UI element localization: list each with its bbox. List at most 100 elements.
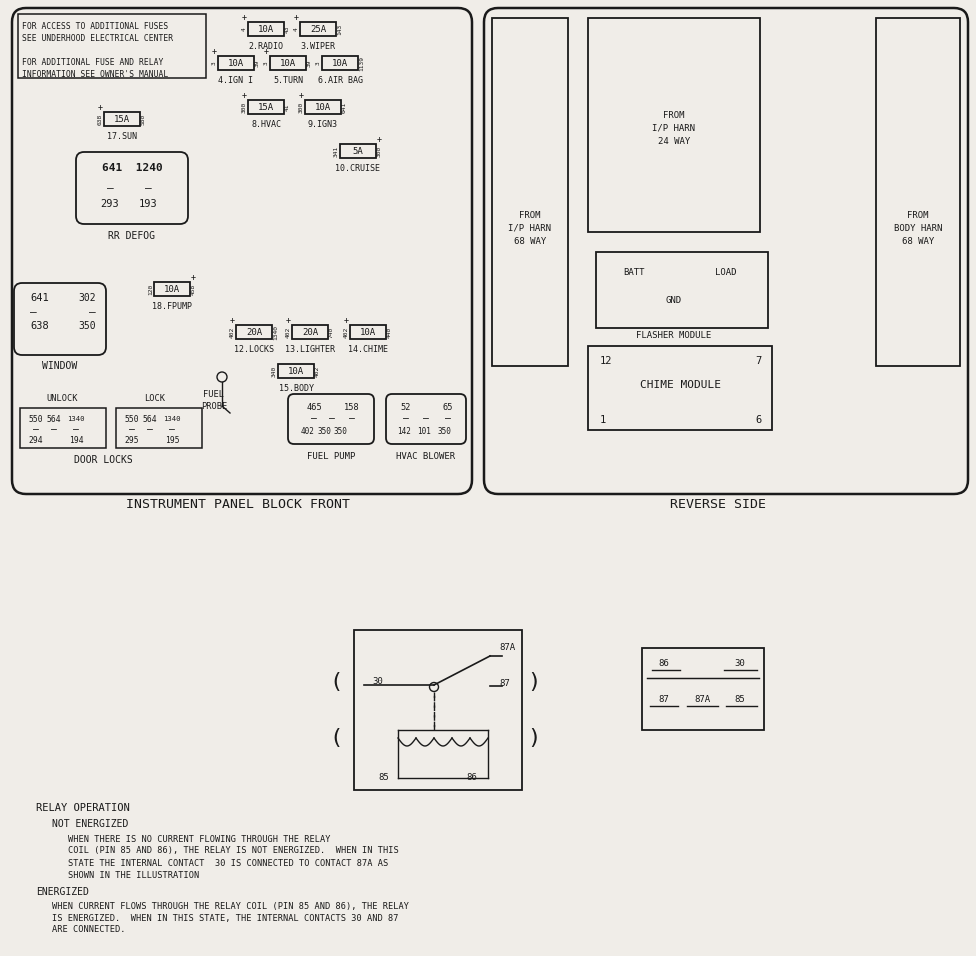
Text: +: + — [377, 135, 382, 144]
Bar — [20, 408, 106, 448]
Text: 440: 440 — [387, 326, 392, 337]
Bar — [300, 22, 336, 36]
Text: 740: 740 — [329, 326, 334, 337]
Text: WHEN CURRENT FLOWS THROUGH THE RELAY COIL (PIN 85 AND 86), THE RELAY: WHEN CURRENT FLOWS THROUGH THE RELAY COI… — [52, 902, 409, 910]
Text: PROBE: PROBE — [201, 402, 227, 410]
FancyBboxPatch shape — [14, 283, 106, 355]
Text: 85: 85 — [735, 696, 746, 705]
Text: 3: 3 — [264, 61, 269, 65]
Text: +: + — [344, 316, 349, 325]
Text: 85: 85 — [379, 773, 389, 783]
Text: 580: 580 — [141, 114, 146, 124]
Text: CHIME MODULE: CHIME MODULE — [639, 380, 720, 390]
Text: —: — — [73, 424, 79, 434]
Text: 4: 4 — [294, 27, 299, 31]
Text: 87A: 87A — [694, 696, 711, 705]
Text: ARE CONNECTED.: ARE CONNECTED. — [52, 925, 126, 935]
Text: 641: 641 — [342, 101, 347, 113]
Text: 86: 86 — [467, 773, 477, 783]
Text: —: — — [169, 424, 175, 434]
Text: FLASHER MODULE: FLASHER MODULE — [636, 331, 712, 339]
Text: FROM: FROM — [908, 210, 929, 220]
Text: 10A: 10A — [315, 102, 331, 112]
Text: 10A: 10A — [360, 328, 376, 337]
Text: —: — — [423, 413, 428, 423]
Text: 17.SUN: 17.SUN — [107, 132, 137, 141]
Text: 39: 39 — [255, 59, 260, 67]
Text: 550: 550 — [125, 415, 140, 424]
Text: ): ) — [527, 728, 541, 748]
Text: 10.CRUISE: 10.CRUISE — [336, 163, 381, 172]
Text: +: + — [294, 13, 299, 22]
Text: 350: 350 — [78, 321, 96, 331]
Text: 350: 350 — [317, 426, 331, 436]
Text: ): ) — [527, 672, 541, 692]
Text: 87: 87 — [499, 680, 509, 688]
Text: 15A: 15A — [258, 102, 274, 112]
Text: 350: 350 — [437, 426, 451, 436]
Text: FOR ACCESS TO ADDITIONAL FUSES: FOR ACCESS TO ADDITIONAL FUSES — [22, 21, 168, 31]
Text: 10A: 10A — [164, 285, 180, 293]
Text: BATT: BATT — [624, 268, 645, 276]
Bar — [340, 144, 376, 158]
Text: 4.IGN I: 4.IGN I — [219, 76, 254, 84]
FancyBboxPatch shape — [484, 8, 968, 494]
Text: 20A: 20A — [246, 328, 263, 337]
Text: FUEL: FUEL — [204, 389, 224, 399]
Text: 564: 564 — [47, 415, 61, 424]
Text: INFORMATION SEE OWNER'S MANUAL: INFORMATION SEE OWNER'S MANUAL — [22, 70, 168, 78]
Text: 158: 158 — [345, 402, 360, 411]
Text: 65: 65 — [443, 402, 453, 411]
Text: 2.RADIO: 2.RADIO — [249, 41, 283, 51]
Text: FROM: FROM — [664, 111, 685, 120]
Text: REVERSE SIDE: REVERSE SIDE — [670, 497, 766, 511]
Bar — [236, 325, 272, 339]
Text: 8.HVAC: 8.HVAC — [251, 120, 281, 128]
Text: 350: 350 — [333, 426, 346, 436]
Text: 10A: 10A — [280, 58, 296, 68]
Text: STATE THE INTERNAL CONTACT  30 IS CONNECTED TO CONTACT 87A AS: STATE THE INTERNAL CONTACT 30 IS CONNECT… — [68, 858, 388, 867]
Text: 86: 86 — [659, 660, 670, 668]
Text: (: ( — [329, 672, 343, 692]
Bar — [104, 112, 140, 126]
Text: 6.AIR BAG: 6.AIR BAG — [317, 76, 362, 84]
Text: LOAD: LOAD — [715, 268, 737, 276]
Text: 30: 30 — [372, 678, 383, 686]
Text: +: + — [299, 91, 304, 100]
Text: 4: 4 — [242, 27, 247, 31]
Text: 294: 294 — [28, 436, 43, 445]
Text: DOOR LOCKS: DOOR LOCKS — [73, 455, 133, 465]
Text: 465: 465 — [306, 402, 322, 411]
Text: 3: 3 — [212, 61, 217, 65]
Text: 9.IGN3: 9.IGN3 — [308, 120, 338, 128]
Text: 341: 341 — [334, 145, 339, 157]
Text: 458: 458 — [191, 283, 196, 294]
Bar — [876, 18, 960, 366]
Text: 295: 295 — [125, 436, 140, 445]
Text: FROM: FROM — [519, 210, 541, 220]
Text: BODY HARN: BODY HARN — [894, 224, 942, 232]
Text: WINDOW: WINDOW — [42, 361, 78, 371]
Bar — [116, 408, 202, 448]
Bar — [588, 18, 760, 232]
Text: 302: 302 — [78, 293, 96, 303]
Text: 1: 1 — [600, 415, 606, 425]
Text: 1340: 1340 — [67, 416, 85, 422]
Text: LOCK: LOCK — [144, 394, 166, 402]
Text: 13.LIGHTER: 13.LIGHTER — [285, 344, 335, 354]
Text: 638: 638 — [98, 114, 103, 124]
Text: NOT ENERGIZED: NOT ENERGIZED — [52, 819, 129, 829]
Text: 24 WAY: 24 WAY — [658, 137, 690, 145]
Text: ENERGIZED: ENERGIZED — [36, 887, 89, 897]
Text: 10A: 10A — [288, 366, 305, 376]
Text: I/P HARN: I/P HARN — [653, 123, 696, 133]
Text: +: + — [242, 91, 247, 100]
Text: 101: 101 — [417, 426, 431, 436]
Text: 564: 564 — [142, 415, 157, 424]
Text: SHOWN IN THE ILLUSTRATION: SHOWN IN THE ILLUSTRATION — [68, 871, 199, 880]
Bar — [292, 325, 328, 339]
Text: 143: 143 — [337, 23, 342, 34]
Text: FOR ADDITIONAL FUSE AND RELAY: FOR ADDITIONAL FUSE AND RELAY — [22, 57, 163, 67]
Text: —: — — [33, 424, 39, 434]
Bar — [305, 100, 341, 114]
